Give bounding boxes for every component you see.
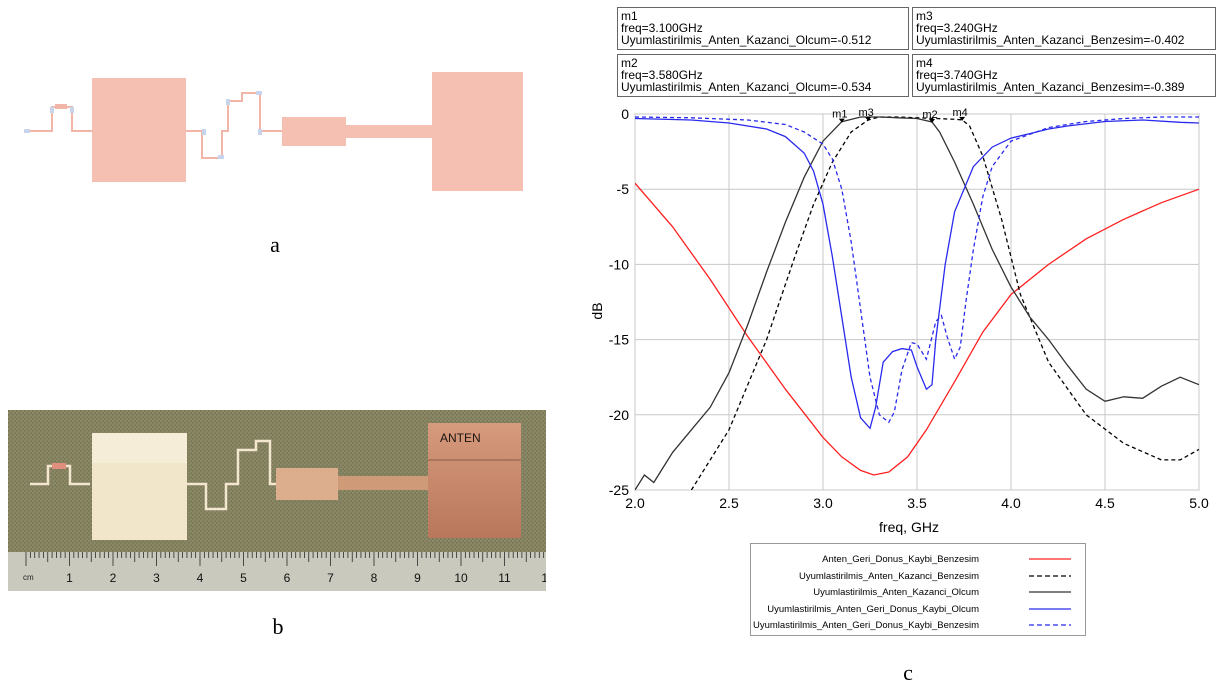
marker-point-m2 <box>929 118 936 123</box>
marker-label-m1: m1 <box>832 109 847 121</box>
legend-entry: Uyumlastirilmis_Anten_Kazanci_Benzesim <box>751 568 1085 585</box>
marker-name: m2 <box>621 56 638 70</box>
legend-label: Uyumlastirilmis_Anten_Kazanci_Olcum <box>813 587 979 598</box>
marker-freq: freq=3.740GHz <box>916 68 998 82</box>
legend-entry: Uyumlastirilmis_Anten_Kazanci_Olcum <box>751 584 1085 601</box>
y-tick-label: 0 <box>621 106 629 122</box>
ruler-number: 9 <box>414 571 421 585</box>
marker-box-m4: m4 freq=3.740GHz Uyumlastirilmis_Anten_K… <box>912 54 1216 97</box>
legend-swatch <box>1029 558 1071 560</box>
caption-c: c <box>903 660 913 685</box>
x-tick-label: 2.0 <box>625 495 645 511</box>
x-tick-label: 2.5 <box>719 495 739 511</box>
x-tick-label: 3.0 <box>813 495 833 511</box>
marker-point-m3 <box>865 117 872 122</box>
layout-pad-1 <box>92 78 186 182</box>
marker-freq: freq=3.100GHz <box>621 21 703 35</box>
ruler-number: 8 <box>371 571 378 585</box>
legend-label: Uyumlastirilmis_Anten_Kazanci_Benzesim <box>798 570 979 582</box>
marker-label-m2: m2 <box>922 109 937 121</box>
x-tick-label: 4.5 <box>1095 495 1115 511</box>
ruler-number: 7 <box>327 571 334 585</box>
antenna-label: ANTEN <box>440 431 481 445</box>
legend-swatch <box>1029 607 1071 610</box>
series-line-3 <box>635 116 1199 490</box>
marker-box-m1: m1 freq=3.100GHz Uyumlastirilmis_Anten_K… <box>617 7 909 50</box>
legend-swatch <box>1029 624 1071 626</box>
marker-name: m3 <box>916 9 933 23</box>
marker-value: Uyumlastirilmis_Anten_Kazanci_Benzesim=-… <box>916 80 1185 94</box>
legend-label: Anten_Geri_Donus_Kaybi_Benzesim <box>822 554 979 565</box>
legend-entry: Anten_Geri_Donus_Kaybi_Benzesim <box>751 551 1085 568</box>
caption-b: b <box>272 614 284 639</box>
marker-box-m2: m2 freq=3.580GHz Uyumlastirilmis_Anten_K… <box>617 54 909 97</box>
x-tick-label: 5.0 <box>1189 495 1209 511</box>
marker-box-m3: m3 freq=3.240GHz Uyumlastirilmis_Anten_K… <box>912 7 1216 50</box>
ruler-number: 1 <box>66 571 73 585</box>
ruler-number: 3 <box>153 571 160 585</box>
marker-name: m4 <box>916 56 933 70</box>
series-line-2 <box>690 116 1199 490</box>
marker-label-m3: m3 <box>858 107 873 119</box>
marker-label-m4: m4 <box>952 107 967 119</box>
caption-a: a <box>270 232 280 257</box>
legend-swatch <box>1029 574 1071 577</box>
x-tick-label: 3.5 <box>907 495 927 511</box>
marker-value: Uyumlastirilmis_Anten_Kazanci_Olcum=-0.5… <box>621 33 872 47</box>
marker-point-m4 <box>959 116 966 121</box>
y-tick-label: -5 <box>617 181 630 197</box>
marker-value: Uyumlastirilmis_Anten_Kazanci_Benzesim=-… <box>916 33 1185 47</box>
ruler-number: 4 <box>197 571 204 585</box>
legend-entry: Uyumlastirilmis_Anten_Geri_Donus_Kaybi_O… <box>751 601 1085 618</box>
legend-label: Uyumlastirilmis_Anten_Geri_Donus_Kaybi_O… <box>767 603 979 615</box>
ruler-number: 10 <box>454 571 468 585</box>
ruler-number: 11 <box>498 571 511 585</box>
ruler-number: 5 <box>240 571 247 585</box>
layout-drawing <box>24 72 523 191</box>
fabricated-antenna-photo: ANTEN cm 123456789101112 <box>8 410 546 591</box>
series-line-5 <box>635 116 1199 424</box>
x-tick-label: 4.0 <box>1001 495 1021 511</box>
y-tick-label: -10 <box>609 256 629 272</box>
chart-legend: Anten_Geri_Donus_Kaybi_Benzesim Uyumlasti… <box>750 543 1086 636</box>
marker-value: Uyumlastirilmis_Anten_Kazanci_Olcum=-0.5… <box>621 80 872 94</box>
marker-point-m1 <box>838 118 845 123</box>
ruler-number: 6 <box>284 571 291 585</box>
frequency-response-chart: m1 m3 m2 m4 2.0 2.5 3.0 3.5 4.0 4.5 5.0 0 -5 -10 -15 -… <box>589 106 1209 535</box>
ruler <box>25 552 545 566</box>
y-tick-label: -20 <box>609 407 629 423</box>
marker-freq: freq=3.580GHz <box>621 68 703 82</box>
series-line-1 <box>635 182 1199 476</box>
layout-pad-2 <box>432 72 523 191</box>
ruler-number: 2 <box>110 571 117 585</box>
y-axis-label: dB <box>589 302 605 319</box>
ruler-unit: cm <box>23 573 34 582</box>
legend-label: Uyumlastirilmis_Anten_Geri_Donus_Kaybi_B… <box>753 620 979 631</box>
marker-freq: freq=3.240GHz <box>916 21 998 35</box>
x-axis-label: freq, GHz <box>879 519 939 535</box>
marker-name: m1 <box>621 9 638 23</box>
y-tick-label: -25 <box>609 482 629 498</box>
legend-swatch <box>1029 591 1071 593</box>
ruler-number: 12 <box>541 571 546 585</box>
y-tick-label: -15 <box>609 332 629 348</box>
legend-entry: Uyumlastirilmis_Anten_Geri_Donus_Kaybi_B… <box>751 617 1085 634</box>
